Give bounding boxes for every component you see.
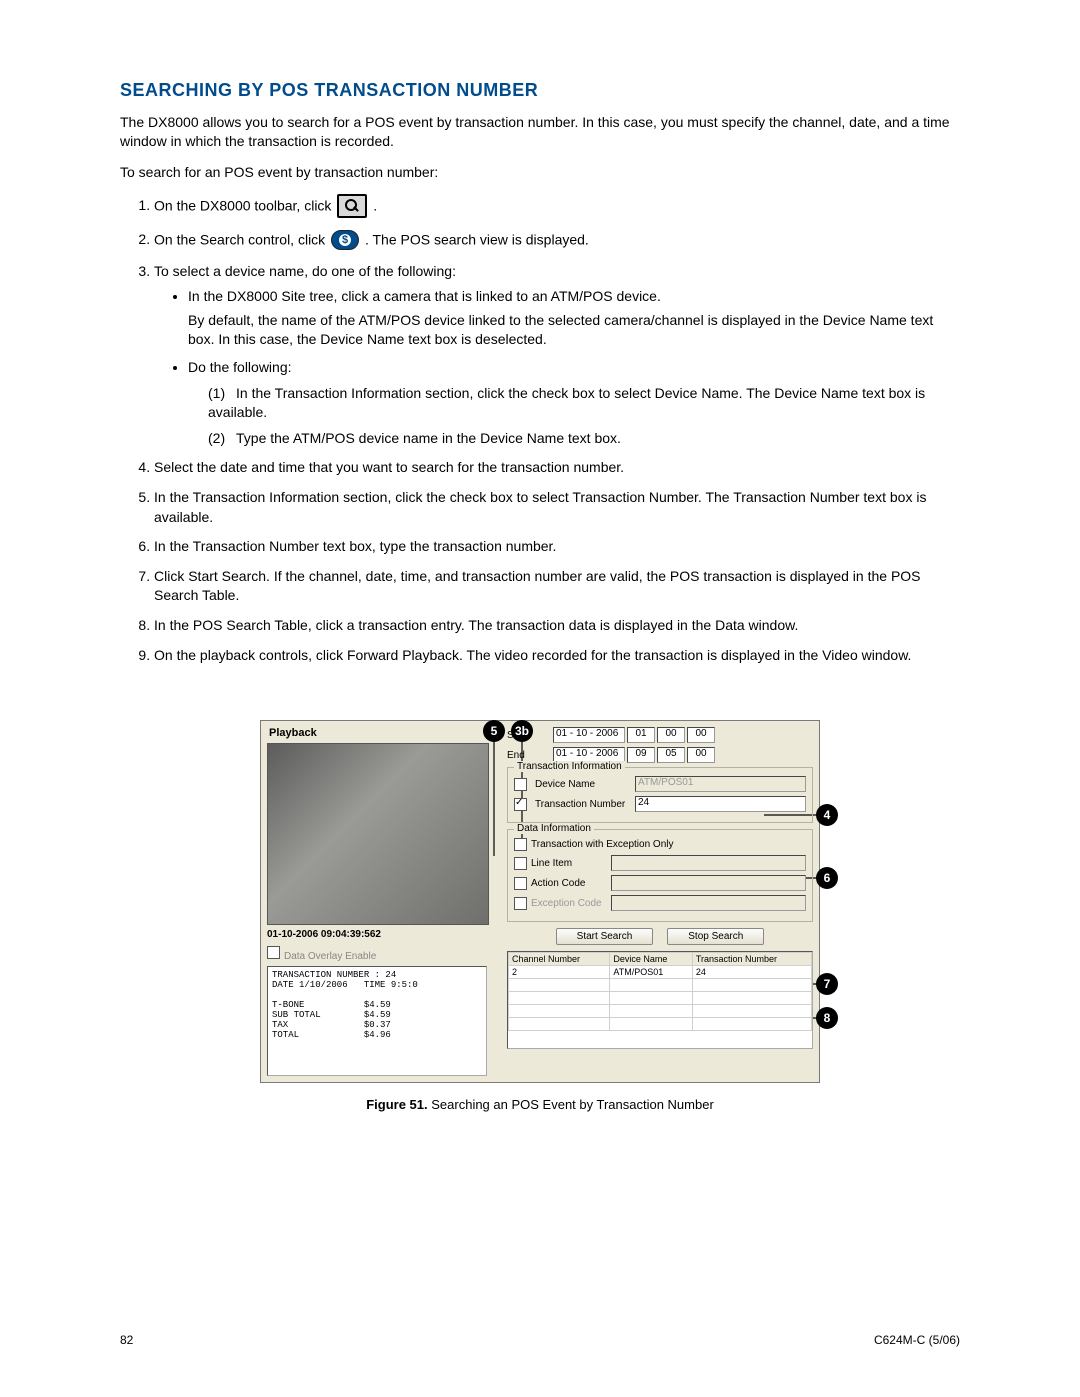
callout-3b: 3b — [511, 720, 533, 742]
step-4: Select the date and time that you want t… — [154, 458, 960, 478]
start-search-button[interactable]: Start Search — [556, 928, 654, 945]
pos-search-icon — [331, 230, 359, 250]
end-min[interactable]: 05 — [657, 747, 685, 763]
step-3-text: To select a device name, do one of the f… — [154, 263, 456, 279]
line-item-input[interactable] — [611, 855, 806, 871]
start-min[interactable]: 00 — [657, 727, 685, 743]
step-3: To select a device name, do one of the f… — [154, 262, 960, 449]
video-timestamp: 01-10-2006 09:04:39:562 — [267, 929, 497, 940]
device-name-checkbox[interactable] — [514, 778, 527, 791]
callout-8: 8 — [816, 1007, 838, 1029]
steps-list: On the DX8000 toolbar, click . On the Se… — [120, 194, 960, 666]
page-number: 82 — [120, 1333, 133, 1347]
step-2-text-a: On the Search control, click — [154, 231, 329, 247]
pos-search-table[interactable]: Channel Number Device Name Transaction N… — [507, 951, 813, 1049]
callout-7: 7 — [816, 973, 838, 995]
data-overlay-enable[interactable]: Data Overlay Enable — [267, 946, 497, 962]
step-1-text-a: On the DX8000 toolbar, click — [154, 197, 335, 213]
start-hour[interactable]: 01 — [627, 727, 655, 743]
col-device: Device Name — [610, 953, 692, 966]
start-row: Start 01 - 10 - 2006 01 00 00 — [507, 727, 813, 743]
action-code-checkbox[interactable] — [514, 877, 527, 890]
callout-5: 5 — [483, 720, 505, 742]
data-window: TRANSACTION NUMBER : 24 DATE 1/10/2006 T… — [267, 966, 487, 1076]
transaction-info-legend: Transaction Information — [514, 761, 625, 772]
col-transaction: Transaction Number — [692, 953, 811, 966]
step-3b-2: (2)Type the ATM/POS device name in the D… — [208, 429, 960, 449]
data-info-legend: Data Information — [514, 823, 594, 834]
col-channel: Channel Number — [509, 953, 610, 966]
transaction-number-input[interactable]: 24 — [635, 796, 806, 812]
exception-code-checkbox[interactable] — [514, 897, 527, 910]
transaction-number-checkbox[interactable] — [514, 798, 527, 811]
end-label: End — [507, 750, 553, 761]
table-row[interactable]: 2 ATM/POS01 24 — [509, 966, 812, 979]
step-6: In the Transaction Number text box, type… — [154, 537, 960, 557]
step-5: In the Transaction Information section, … — [154, 488, 960, 527]
step-3-b1-desc: By default, the name of the ATM/POS devi… — [188, 311, 960, 350]
step-3-bullet-1: In the DX8000 Site tree, click a camera … — [188, 287, 960, 350]
step-3-bullet-2: Do the following: (1)In the Transaction … — [188, 358, 960, 448]
exception-only-checkbox[interactable] — [514, 838, 527, 851]
doc-id: C624M-C (5/06) — [874, 1333, 960, 1347]
device-name-label: Device Name — [535, 779, 635, 790]
figure-caption: Figure 51. Searching an POS Event by Tra… — [120, 1097, 960, 1112]
transaction-info-fieldset: Transaction Information Device Name ATM/… — [507, 767, 813, 823]
end-sec[interactable]: 00 — [687, 747, 715, 763]
intro-paragraph: The DX8000 allows you to search for a PO… — [120, 113, 960, 151]
callout-4: 4 — [816, 804, 838, 826]
step-2: On the Search control, click . The POS s… — [154, 230, 960, 252]
section-heading: SEARCHING BY POS TRANSACTION NUMBER — [120, 80, 960, 101]
step-7: Click Start Search. If the channel, date… — [154, 567, 960, 606]
action-code-select[interactable] — [611, 875, 806, 891]
device-name-input[interactable]: ATM/POS01 — [635, 776, 806, 792]
search-toolbar-icon — [337, 194, 367, 218]
step-1-text-b: . — [373, 197, 377, 213]
app-screenshot: 5 3b 4 6 7 8 Playback 01-10-2006 09:04:3… — [260, 720, 820, 1083]
exception-code-input — [611, 895, 806, 911]
start-date-select[interactable]: 01 - 10 - 2006 — [553, 727, 625, 743]
lead-line: To search for an POS event by transactio… — [120, 163, 960, 182]
line-item-checkbox[interactable] — [514, 857, 527, 870]
figure-51: 5 3b 4 6 7 8 Playback 01-10-2006 09:04:3… — [120, 720, 960, 1112]
data-info-fieldset: Data Information Transaction with Except… — [507, 829, 813, 922]
playback-title: Playback — [269, 727, 497, 739]
step-3-b2-text: Do the following: — [188, 359, 292, 375]
start-sec[interactable]: 00 — [687, 727, 715, 743]
figure-caption-text: Searching an POS Event by Transaction Nu… — [431, 1097, 714, 1112]
step-1: On the DX8000 toolbar, click . — [154, 194, 960, 220]
end-hour[interactable]: 09 — [627, 747, 655, 763]
figure-label: Figure 51. — [366, 1097, 427, 1112]
transaction-number-label: Transaction Number — [535, 799, 635, 810]
callout-6: 6 — [816, 867, 838, 889]
stop-search-button[interactable]: Stop Search — [667, 928, 764, 945]
step-2-text-b: . The POS search view is displayed. — [365, 231, 589, 247]
step-3-b1-text: In the DX8000 Site tree, click a camera … — [188, 288, 661, 304]
step-8: In the POS Search Table, click a transac… — [154, 616, 960, 636]
step-3b-1: (1)In the Transaction Information sectio… — [208, 384, 960, 423]
step-9: On the playback controls, click Forward … — [154, 646, 960, 666]
video-window — [267, 743, 489, 925]
